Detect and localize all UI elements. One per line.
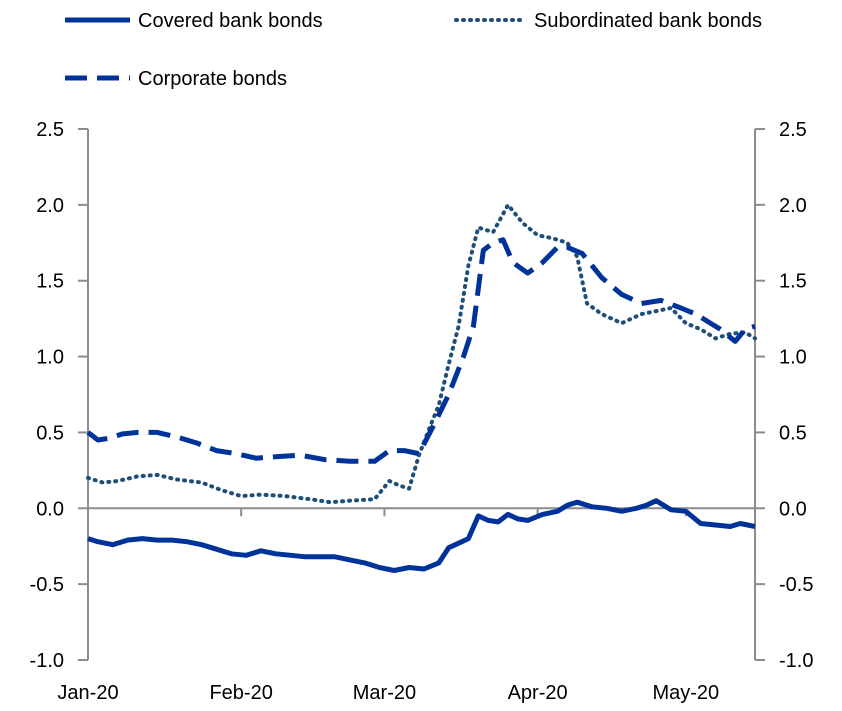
right-y-tick-label: -1.0 [779,650,813,672]
right-y-tick-label: 1.5 [779,271,807,293]
left-y-tick-label: 0.0 [36,498,64,520]
x-tick-label: Jan-20 [57,682,118,704]
series-line-0 [87,498,756,573]
left-y-tick-label: 2.0 [36,195,64,217]
right-y-tick-label: -0.5 [779,574,813,596]
chart-series [86,202,757,573]
right-y-tick-label: 2.5 [779,119,807,141]
series-line-2 [86,237,756,464]
left-y-tick-label: -0.5 [30,574,64,596]
legend-label-0: Covered bank bonds [138,10,323,32]
left-y-tick-label: -1.0 [30,650,64,672]
chart-axes: -1.0 -1.0 -0.5 -0.5 0.0 0.0 0.5 0.5 1.0 1.0 1.5 1.5… [30,119,814,704]
left-y-tick-label: 1.0 [36,347,64,369]
right-y-tick-label: 0.5 [779,422,807,444]
legend-label-2: Corporate bonds [138,68,287,90]
series-line-1 [86,202,757,505]
right-y-tick-label: 2.0 [779,195,807,217]
x-tick-label: Apr-20 [508,682,568,704]
chart-legend: Covered bank bonds Subordinated bank bond… [65,10,762,90]
x-tick-label: May-20 [652,682,719,704]
right-y-tick-label: 0.0 [779,498,807,520]
right-y-tick-label: 1.0 [779,347,807,369]
x-tick-label: Feb-20 [209,682,272,704]
legend-label-1: Subordinated bank bonds [534,10,762,32]
left-y-tick-label: 2.5 [36,119,64,141]
left-y-tick-label: 1.5 [36,271,64,293]
left-y-tick-label: 0.5 [36,422,64,444]
x-tick-label: Mar-20 [353,682,416,704]
